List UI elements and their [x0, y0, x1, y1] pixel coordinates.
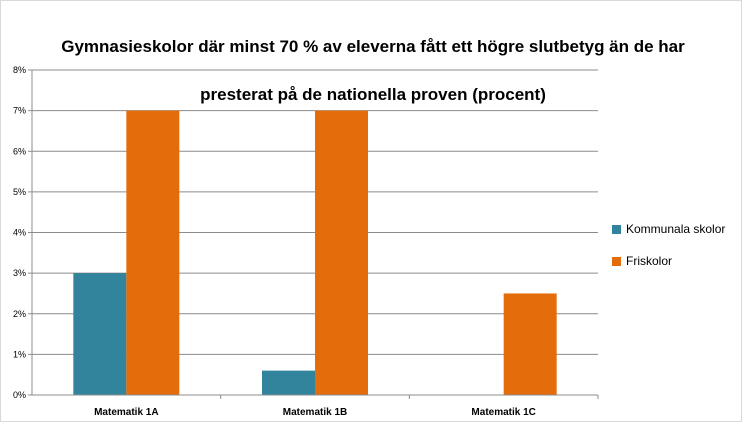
x-tick-label: Matematik 1B	[283, 407, 347, 418]
y-tick-label: 2%	[13, 309, 26, 319]
legend-item-kommunala: Kommunala skolor	[612, 221, 725, 237]
y-tick-label: 8%	[13, 65, 26, 75]
y-tick-label: 0%	[13, 390, 26, 400]
y-tick-label: 3%	[13, 268, 26, 278]
chart-title-line-1: Gymnasieskolor där minst 70 % av elevern…	[61, 37, 685, 56]
bar-kommunala-2	[262, 370, 315, 395]
x-tick-label: Matematik 1A	[94, 407, 158, 418]
legend-item-friskolor: Friskolor	[612, 253, 725, 269]
legend-label-kommunala: Kommunala skolor	[626, 222, 726, 236]
legend-swatch-kommunala	[612, 224, 621, 234]
chart-title: Gymnasieskolor där minst 70 % av elevern…	[1, 11, 744, 131]
y-tick-label: 5%	[13, 187, 26, 197]
legend-swatch-friskolor	[612, 256, 621, 266]
y-tick-label: 7%	[13, 106, 26, 116]
bar-friskolor-1	[126, 110, 180, 395]
bar-friskolor-3	[503, 293, 557, 395]
legend-label-friskolor: Friskolor	[626, 254, 673, 268]
x-tick-label: Matematik 1C	[471, 407, 535, 418]
chart-title-line-2: presterat på de nationella proven (proce…	[200, 85, 546, 104]
legend: Kommunala skolor Friskolor	[612, 221, 725, 285]
bar-kommunala-1	[73, 273, 127, 395]
y-tick-label: 4%	[13, 228, 26, 238]
y-tick-label: 1%	[13, 349, 26, 359]
y-tick-label: 6%	[13, 146, 26, 156]
bar-friskolor-2	[315, 110, 368, 395]
